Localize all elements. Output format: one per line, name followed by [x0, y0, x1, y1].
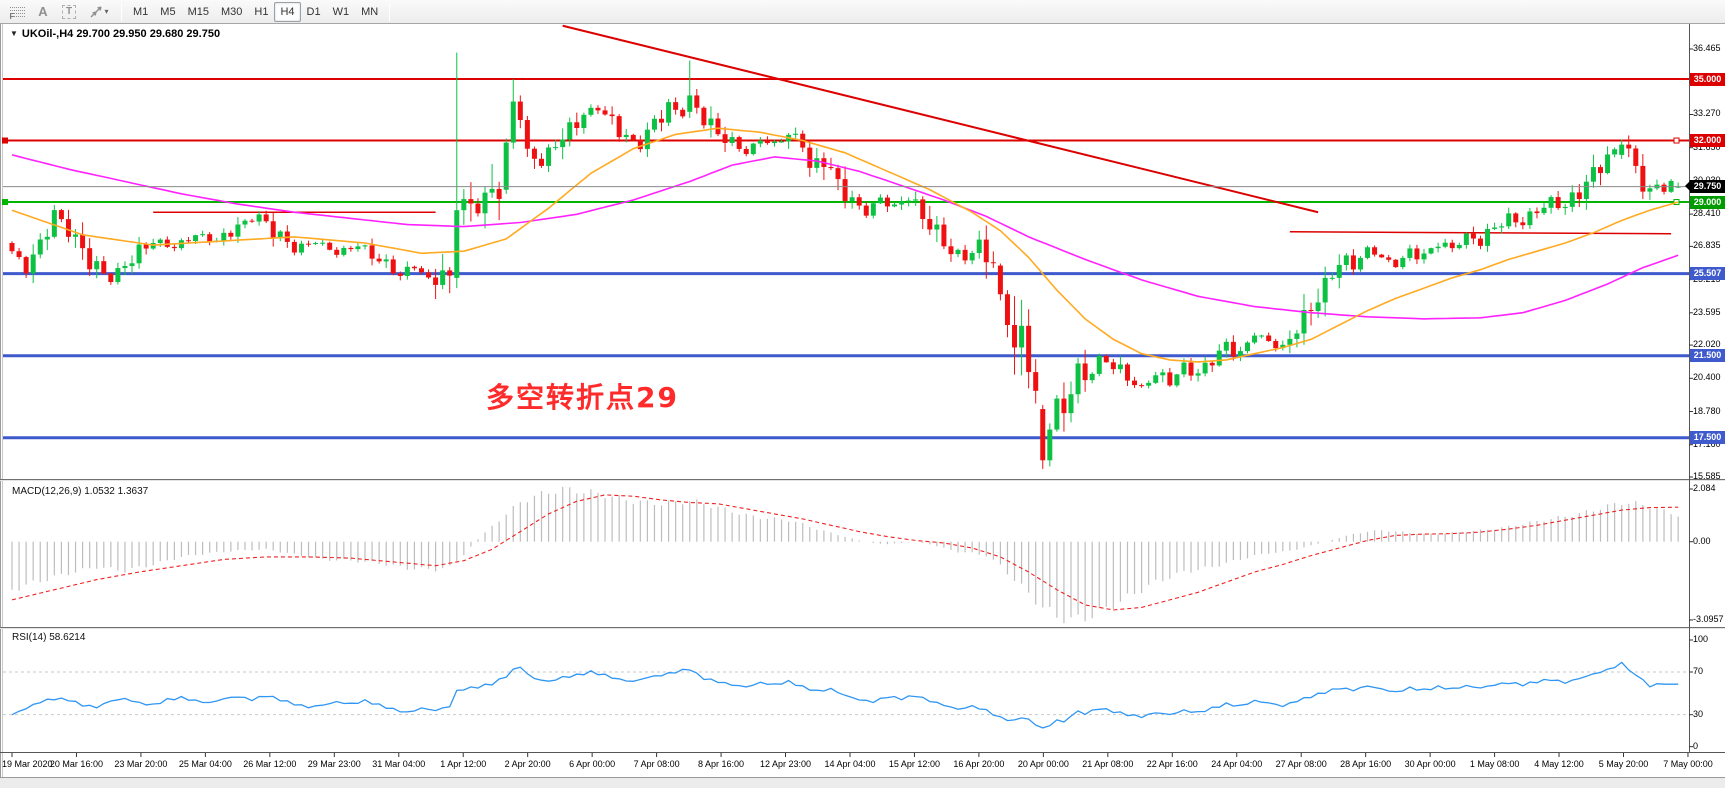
rsi-line	[11, 661, 1679, 729]
status-bar	[0, 777, 1725, 788]
timeframe-button-m5[interactable]: M5	[154, 2, 181, 22]
macd-histogram	[11, 486, 1679, 624]
rsi-label: RSI(14) 58.6214	[12, 632, 86, 643]
arrows-tool-button[interactable]: ▾	[82, 2, 116, 22]
toolbar-separator	[121, 2, 122, 21]
timeframe-button-m1[interactable]: M1	[127, 2, 154, 22]
text-tool-button[interactable]: T	[56, 2, 82, 22]
line-endpoint-handle[interactable]	[1673, 137, 1680, 144]
chevron-down-icon: ▾	[104, 7, 109, 16]
ma-fast-orange	[11, 127, 1679, 363]
horizontal-lines[interactable]	[2, 78, 1689, 440]
arrows-icon	[90, 5, 103, 17]
macd-label: MACD(12,26,9) 1.0532 1.3637	[12, 486, 149, 497]
fibonacci-icon: F	[9, 5, 25, 21]
ma-slow-magenta	[11, 154, 1679, 320]
timeframe-group: M1 M5 M15 M30 H1 H4 D1 W1 MN	[127, 1, 384, 22]
trendline-0[interactable]	[562, 24, 1319, 214]
macd-signal-line	[11, 494, 1679, 611]
timeframe-button-m30[interactable]: M30	[215, 2, 248, 22]
fibonacci-tool-button[interactable]: F	[4, 2, 30, 22]
timeframe-button-w1[interactable]: W1	[327, 2, 356, 22]
trendline-2[interactable]	[1289, 230, 1672, 235]
drawing-tools-group: F A T ▾	[4, 2, 116, 22]
chart-title-text: UKOil-,H4 29.700 29.950 29.680 29.750	[21, 28, 221, 40]
text-t-icon: T	[61, 4, 77, 19]
toolbar-separator	[389, 2, 391, 21]
hline-left-marker[interactable]	[2, 199, 8, 206]
candlestick-series	[9, 52, 1681, 469]
timeframe-button-h1[interactable]: H1	[248, 2, 274, 22]
toolbar: F A T ▾ M1 M5 M15 M30 H1 H4 D1 W1 MN	[0, 0, 1725, 24]
label-a-icon: A	[38, 4, 48, 19]
timeframe-button-mn[interactable]: MN	[355, 2, 384, 22]
timeframe-button-d1[interactable]: D1	[301, 2, 327, 22]
symbol-dropdown-icon[interactable]: ▼	[10, 29, 18, 38]
label-tool-button[interactable]: A	[30, 2, 56, 22]
chart-title: ▼ UKOil-,H4 29.700 29.950 29.680 29.750	[10, 28, 220, 40]
annotation-text[interactable]: 多空转折点29	[486, 381, 679, 414]
hline-left-marker[interactable]	[2, 137, 8, 144]
axis-tick-marks	[11, 48, 1693, 757]
timeframe-button-m15[interactable]: M15	[182, 2, 215, 22]
timeframe-button-h4[interactable]: H4	[274, 1, 301, 22]
